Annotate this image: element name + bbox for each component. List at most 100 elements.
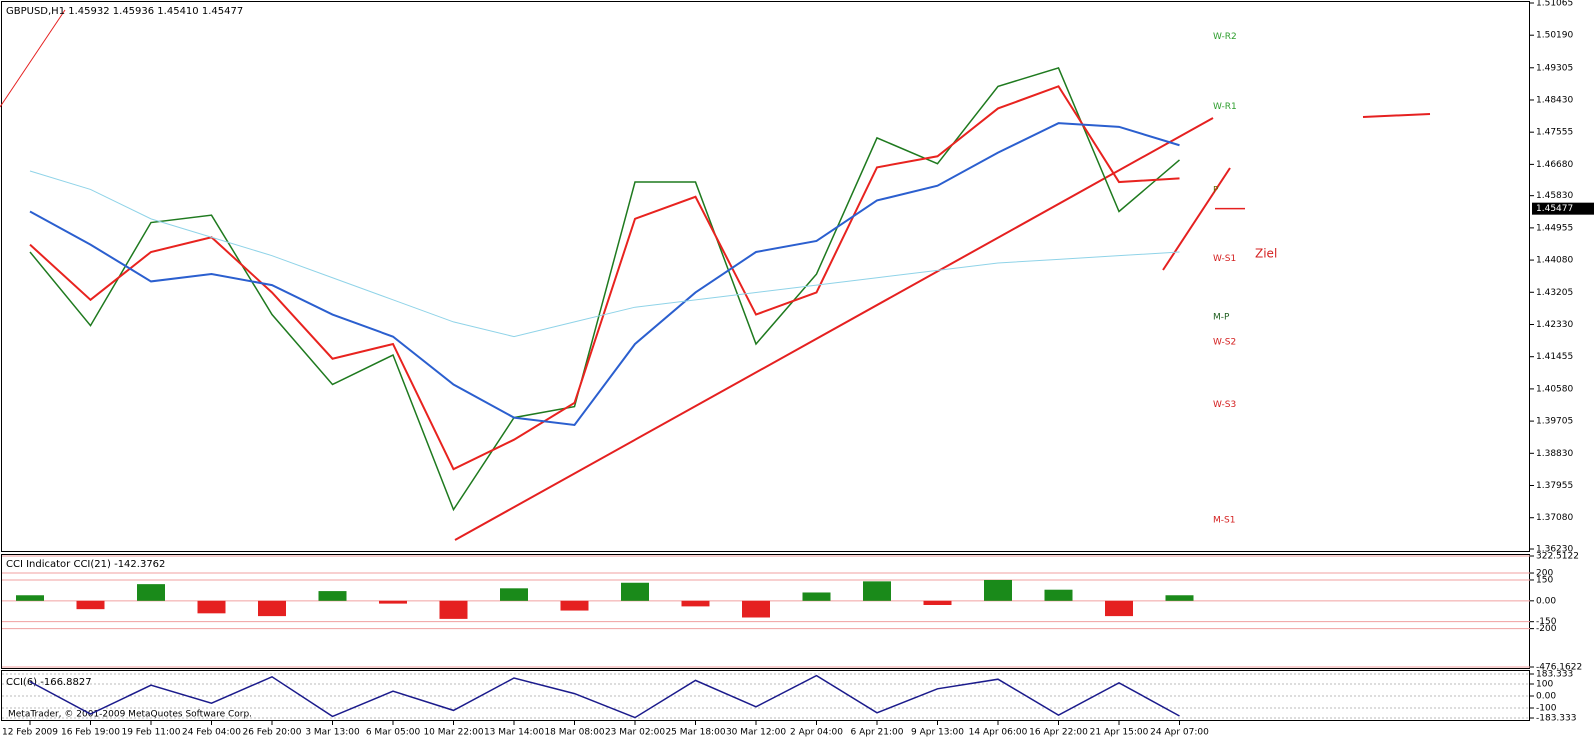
y-tick-label: 1.45830 bbox=[1536, 191, 1573, 201]
current-price: 1.45477 bbox=[1536, 204, 1573, 214]
x-tick-label: 6 Mar 05:00 bbox=[366, 728, 421, 738]
y-tick-label: 1.44955 bbox=[1536, 223, 1573, 233]
x-tick-label: 6 Apr 21:00 bbox=[851, 728, 904, 738]
panel-title: CCI(6) -166.8827 bbox=[6, 677, 92, 688]
pivot-label: M-S1 bbox=[1213, 515, 1235, 525]
cci-bar bbox=[1165, 595, 1194, 601]
y-tick-label: 1.49305 bbox=[1536, 63, 1573, 73]
series-line bbox=[29, 674, 1180, 719]
y-tick-label: 1.37080 bbox=[1536, 513, 1573, 523]
cci-bar bbox=[379, 600, 407, 604]
symbol-label: GBPUSD,H1 1.45932 1.45936 1.45410 1.4547… bbox=[6, 6, 243, 17]
main-panel bbox=[1, 1, 1530, 552]
y-tick-label: 1.46680 bbox=[1536, 160, 1573, 170]
trend-line bbox=[0, 9, 66, 108]
x-tick-label: 16 Feb 19:00 bbox=[61, 728, 120, 738]
y-tick-label: -200 bbox=[1536, 624, 1557, 634]
x-tick-label: 3 Mar 13:00 bbox=[305, 728, 360, 738]
cci2-panel bbox=[1, 670, 1530, 721]
cci-bar bbox=[984, 579, 1012, 601]
cci-bar bbox=[1044, 589, 1073, 601]
cci-bar bbox=[560, 600, 589, 611]
pivot-label: P bbox=[1213, 186, 1219, 196]
y-tick-label: 0.00 bbox=[1536, 692, 1556, 702]
y-tick-label: 100 bbox=[1536, 680, 1553, 690]
trend-line bbox=[454, 117, 1214, 541]
x-tick-label: 16 Apr 22:00 bbox=[1029, 728, 1088, 738]
cci-bar bbox=[863, 581, 891, 601]
cci-bar bbox=[137, 584, 165, 601]
y-tick-label: 150 bbox=[1536, 575, 1553, 585]
x-tick-label: 2 Apr 04:00 bbox=[790, 728, 843, 738]
pivot-label: W-S2 bbox=[1213, 338, 1236, 348]
x-tick-label: 21 Apr 15:00 bbox=[1090, 728, 1149, 738]
pivot-label: W-R2 bbox=[1213, 32, 1237, 42]
series-line bbox=[29, 122, 1180, 427]
series-line bbox=[29, 67, 1180, 512]
y-tick-label: 1.41455 bbox=[1536, 352, 1573, 362]
cci-bar bbox=[923, 600, 952, 605]
y-tick-label: 1.39705 bbox=[1536, 417, 1573, 427]
y-tick-label: -476.1622 bbox=[1536, 663, 1582, 673]
y-tick-label: 1.43205 bbox=[1536, 288, 1573, 298]
cci-bar bbox=[197, 600, 226, 614]
pivot-label: W-S1 bbox=[1213, 254, 1236, 264]
cci-bar bbox=[76, 600, 105, 610]
cci-bar bbox=[681, 600, 710, 607]
y-tick-label: 1.44080 bbox=[1536, 256, 1573, 266]
pivot-label: M-P bbox=[1213, 312, 1230, 322]
y-tick-label: 0.00 bbox=[1536, 596, 1556, 606]
x-tick-label: 12 Feb 2009 bbox=[2, 728, 58, 738]
x-tick-label: 14 Apr 06:00 bbox=[969, 728, 1028, 738]
cci-bar bbox=[802, 592, 831, 601]
watermark: MetaTrader, © 2001-2009 MetaQuotes Softw… bbox=[8, 710, 252, 720]
x-tick-label: 18 Mar 08:00 bbox=[544, 728, 604, 738]
cci-bar bbox=[742, 600, 770, 618]
y-tick-label: 1.37955 bbox=[1536, 481, 1573, 491]
y-tick-label: 1.38830 bbox=[1536, 449, 1573, 459]
y-tick-label: 1.36230 bbox=[1536, 545, 1573, 555]
x-tick-label: 23 Mar 02:00 bbox=[605, 728, 665, 738]
x-tick-label: 25 Mar 18:00 bbox=[665, 728, 725, 738]
cci-bar bbox=[500, 588, 528, 601]
y-tick-label: -100 bbox=[1536, 704, 1557, 714]
y-tick-label: 1.40580 bbox=[1536, 384, 1573, 394]
price-marker bbox=[1532, 202, 1594, 215]
y-tick-label: 322.5122 bbox=[1536, 552, 1579, 562]
cci-bar bbox=[439, 600, 468, 619]
cci-bar bbox=[621, 582, 649, 601]
y-tick-label: -183.333 bbox=[1536, 714, 1576, 724]
x-tick-label: 30 Mar 12:00 bbox=[726, 728, 786, 738]
y-tick-label: 183.333 bbox=[1536, 670, 1573, 680]
cci-bar bbox=[1105, 600, 1133, 617]
cci-bar bbox=[318, 591, 347, 601]
series-line bbox=[29, 85, 1180, 471]
x-tick-label: 24 Feb 04:00 bbox=[182, 728, 241, 738]
y-tick-label: 1.42330 bbox=[1536, 320, 1573, 330]
y-tick-label: 1.51065 bbox=[1536, 0, 1573, 9]
y-tick-label: 200 bbox=[1536, 569, 1553, 579]
projection-line bbox=[1362, 113, 1431, 118]
y-tick-label: 1.47555 bbox=[1536, 128, 1573, 138]
y-tick-label: 1.50190 bbox=[1536, 31, 1573, 41]
x-tick-label: 26 Feb 20:00 bbox=[242, 728, 301, 738]
y-tick-label: -150 bbox=[1536, 617, 1557, 627]
cci-bar bbox=[258, 600, 286, 617]
cci-bar bbox=[16, 595, 44, 601]
panel-title: CCI Indicator CCI(21) -142.3762 bbox=[6, 559, 165, 570]
x-tick-label: 19 Feb 11:00 bbox=[121, 728, 180, 738]
x-tick-label: 13 Mar 14:00 bbox=[484, 728, 544, 738]
series-line bbox=[29, 170, 1180, 338]
cci-panel bbox=[1, 554, 1530, 669]
pivot-label: W-S3 bbox=[1213, 400, 1236, 410]
x-tick-label: 10 Mar 22:00 bbox=[423, 728, 483, 738]
y-tick-label: 1.48430 bbox=[1536, 95, 1573, 105]
x-tick-label: 24 Apr 07:00 bbox=[1150, 728, 1209, 738]
pivot-label: W-R1 bbox=[1213, 102, 1237, 112]
trend-line bbox=[1162, 167, 1231, 271]
x-tick-label: 9 Apr 13:00 bbox=[911, 728, 964, 738]
pivot-label: Ziel bbox=[1255, 246, 1277, 260]
